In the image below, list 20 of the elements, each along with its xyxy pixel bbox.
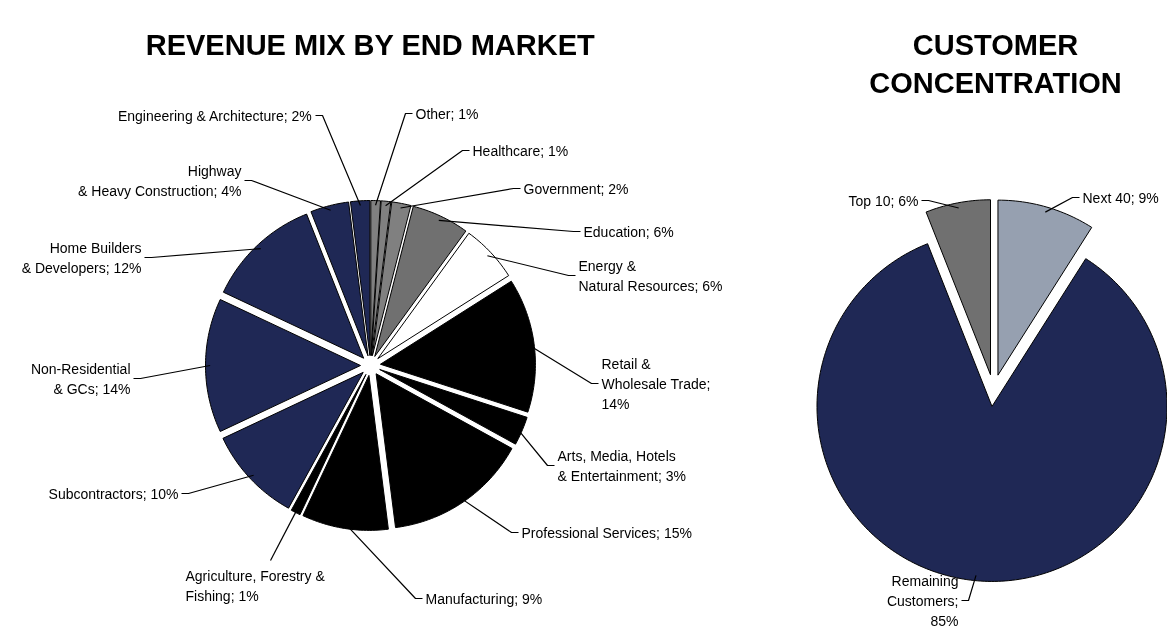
slice-label: Government; 2% [523, 180, 629, 197]
slice-label: Subcontractors; 10% [48, 485, 179, 502]
slice-label: Other; 1% [415, 105, 479, 122]
slice-label: Top 10; 6% [848, 192, 919, 209]
slice-label: Manufacturing; 9% [425, 590, 543, 607]
slice-label: Engineering & Architecture; 2% [117, 107, 312, 124]
legend-label: Next 40; 9% [1082, 189, 1159, 206]
slice-label: Remaining Customers; 85% [886, 572, 959, 629]
slice-label: Non-Residential & GCs; 14% [30, 360, 131, 397]
slice-label: Arts, Media, Hotels & Entertainment; 3% [557, 447, 686, 484]
slice-label: Energy & Natural Resources; 6% [578, 257, 723, 294]
slice-label: Retail & Wholesale Trade; 14% [601, 355, 711, 412]
slice-label: Healthcare; 1% [472, 142, 569, 159]
slice-label: Education; 6% [583, 223, 674, 240]
slice-label: Professional Services; 15% [521, 524, 692, 541]
slice-label: Agriculture, Forestry & Fishing; 1% [185, 567, 326, 604]
slice-label: Highway & Heavy Construction; 4% [78, 162, 242, 199]
chart-title: REVENUE MIX BY END MARKET [145, 28, 596, 61]
slice-label: Home Builders & Developers; 12% [21, 239, 142, 276]
chart-title: CUSTOMER CONCENTRATION [869, 28, 1122, 99]
